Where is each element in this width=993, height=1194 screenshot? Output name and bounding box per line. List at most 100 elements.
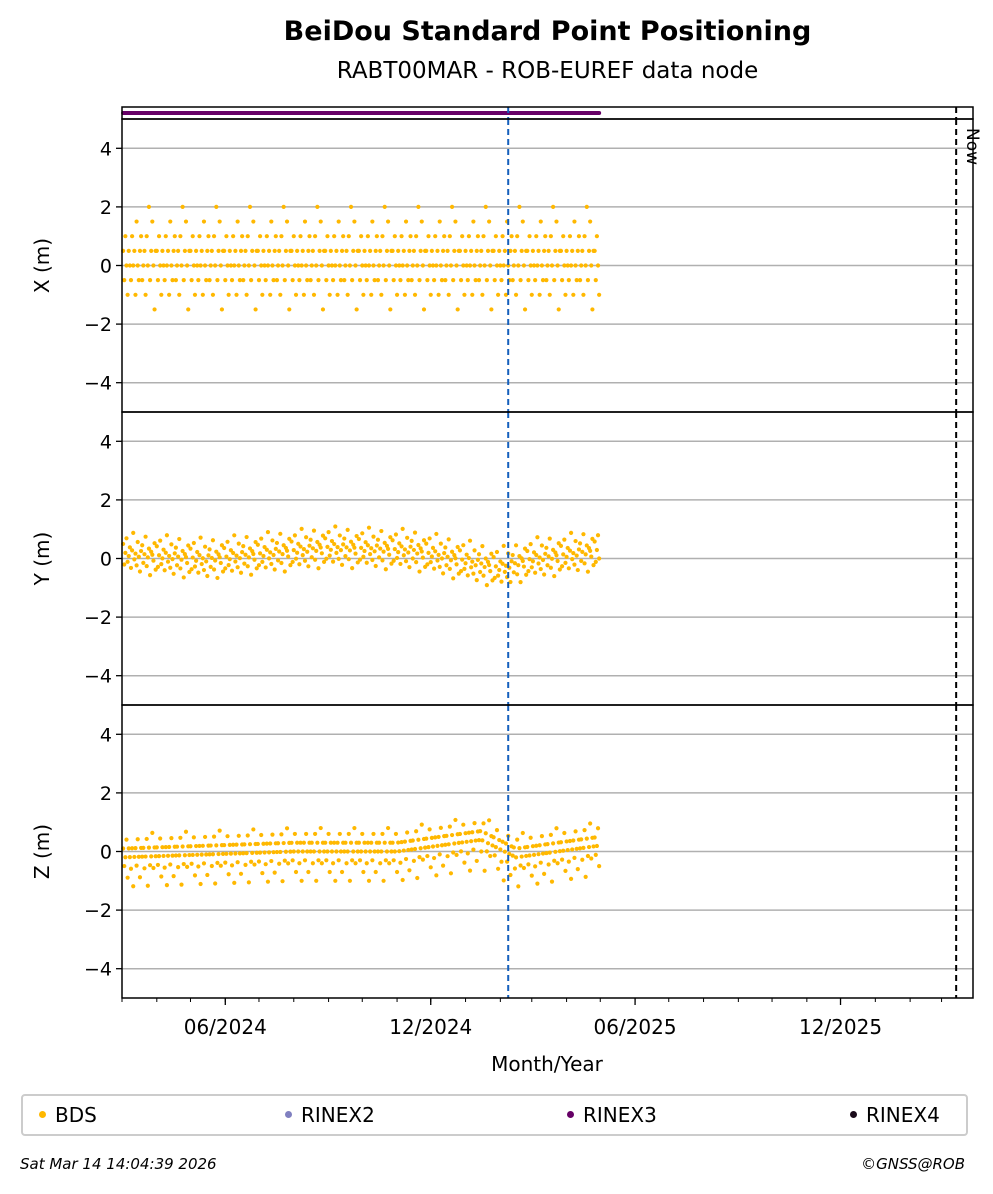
bds-point [585,278,591,283]
bds-point [236,541,241,546]
bds-point [500,234,505,239]
bds-point [257,234,263,239]
bds-point [462,292,467,297]
bds-point [369,546,374,551]
bds-point [163,844,168,850]
bds-point [581,292,586,297]
bds-point [402,292,408,297]
bds-point [572,855,577,861]
bds-point [336,556,341,561]
bds-point [333,263,338,268]
bds-point [207,852,212,857]
bds-point [434,873,439,878]
bds-point [549,263,555,268]
bds-point [490,843,495,848]
bds-point [126,553,131,559]
bds-point [574,846,579,851]
bds-point [558,543,564,549]
bds-point [205,248,210,253]
bds-point [167,553,172,559]
bds-point [520,558,525,564]
bds-point [566,859,571,864]
bds-point [188,546,193,551]
bds-point [515,837,520,842]
bds-point [295,248,300,253]
bds-point [427,263,432,268]
bds-point [392,546,397,552]
bds-point [397,541,402,546]
bds-point [186,307,191,312]
bds-point [288,562,293,568]
legend-marker-rinex3 [567,1111,574,1118]
bds-point [165,248,171,253]
bds-point [355,560,360,565]
bds-point [483,556,488,561]
bds-point [314,263,319,268]
bds-point [210,538,216,543]
bds-point [582,561,587,566]
bds-point [580,248,585,253]
bds-point [144,234,149,239]
bds-point [519,248,524,253]
bds-point [304,831,309,837]
bds-point [437,564,442,569]
bds-point [321,849,327,854]
bds-point [533,278,538,283]
bds-point [234,292,239,297]
bds-point [347,263,353,268]
bds-point [508,248,513,253]
bds-point [231,234,236,239]
bds-point [325,544,330,549]
bds-point [151,865,156,871]
bds-point [371,534,376,539]
bds-point [218,863,223,868]
bds-point [298,234,303,239]
bds-point [451,850,456,855]
bds-point [595,826,601,831]
bds-point [383,858,388,863]
bds-point [231,842,236,847]
bds-point [238,570,244,575]
bds-point [430,545,436,551]
bds-point [473,563,478,568]
bds-point [444,563,449,568]
bds-point [458,849,464,854]
bds-point [398,278,403,283]
legend-marker-rinex2 [285,1111,292,1118]
bds-point [583,552,588,557]
bds-point [202,834,208,840]
bds-point [131,884,136,889]
bds-point [597,864,602,869]
bds-point [249,572,254,577]
bds-point [579,837,584,842]
x-tick-label: 12/2025 [799,1015,882,1039]
bds-point [526,569,531,574]
bds-point [557,567,562,572]
bds-point [393,263,399,268]
y-tick-label: 2 [100,490,112,512]
bds-point [426,234,431,239]
bds-point [432,278,437,283]
bds-point [474,248,479,253]
bds-point [377,555,382,560]
bds-point [379,292,384,297]
bds-point [535,881,540,886]
bds-point [226,872,231,877]
bds-point [519,854,524,859]
bds-point [394,869,400,875]
bds-point [169,835,174,841]
bds-point [417,569,422,574]
bds-point [493,564,498,569]
bds-point [317,248,322,253]
bds-point [135,837,140,842]
bds-point [524,572,529,577]
bds-point [501,543,506,548]
legend-item-rinex2: RINEX2 [285,1103,375,1127]
bds-point [428,292,433,297]
bds-point [582,828,587,833]
bds-point [315,840,320,845]
bds-point [545,563,550,568]
bds-point [440,571,446,576]
bds-point [591,562,596,568]
bds-point [580,857,585,862]
